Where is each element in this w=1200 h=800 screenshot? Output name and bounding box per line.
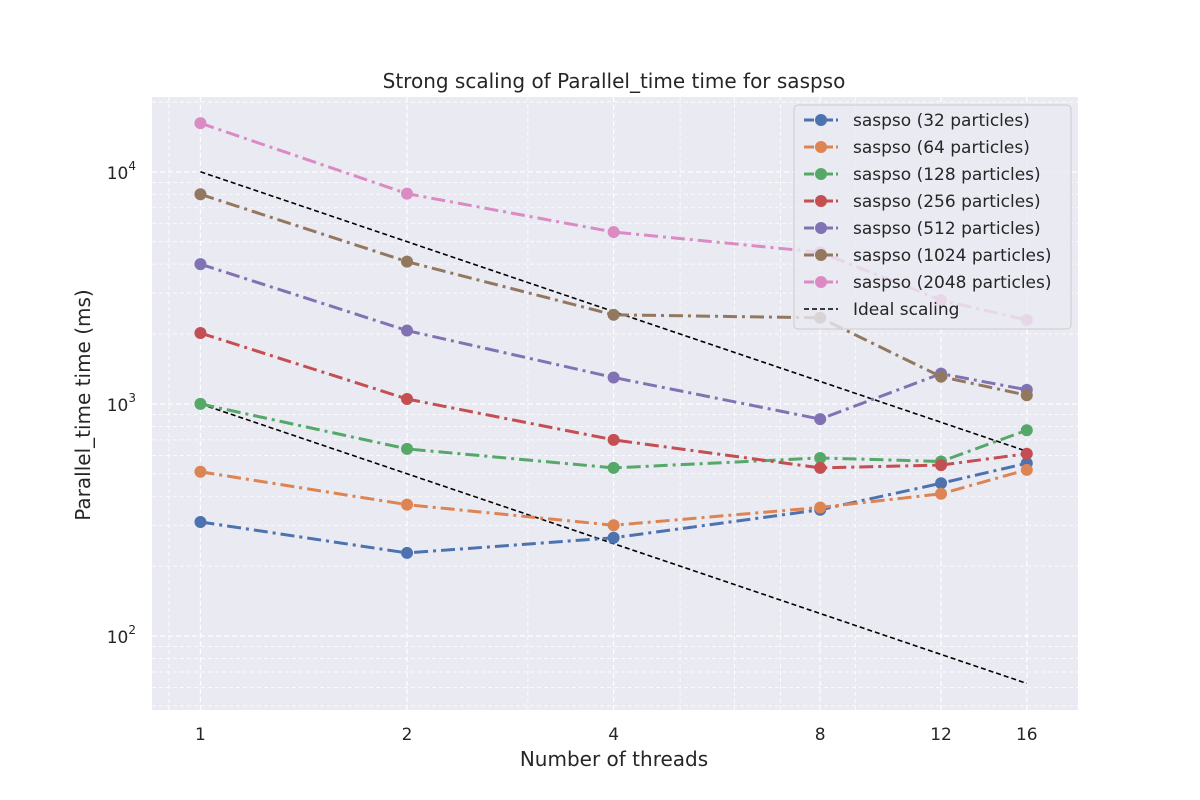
legend-label: saspso (1024 particles) (853, 246, 1052, 266)
legend-marker (815, 276, 827, 288)
ideal-scaling-line (200, 171, 1028, 453)
series-point (401, 498, 414, 511)
series-line (200, 461, 1028, 555)
series-line (200, 402, 1028, 470)
series-point (1020, 389, 1033, 402)
series-point (607, 308, 620, 321)
legend-label: saspso (2048 particles) (853, 273, 1052, 293)
series-point (607, 371, 620, 384)
legend-label: saspso (512 particles) (853, 219, 1041, 239)
series-point (194, 258, 207, 271)
legend-marker (815, 222, 827, 234)
series-point (194, 465, 207, 478)
chart-title: Strong scaling of Parallel_time time for… (383, 69, 846, 93)
series-point (935, 459, 948, 472)
series-line (200, 468, 1028, 527)
legend-marker (815, 141, 827, 153)
series-markers (194, 117, 1033, 559)
legend-label: saspso (64 particles) (853, 138, 1030, 158)
y-axis-label: Parallel_time time (ms) (71, 289, 95, 520)
series-point (401, 392, 414, 405)
legend-label: saspso (128 particles) (853, 165, 1041, 185)
x-tick-label: 16 (1016, 725, 1038, 745)
series-point (401, 546, 414, 559)
series-point (607, 433, 620, 446)
y-tick-label: 104 (107, 159, 136, 184)
y-tick-label: 103 (107, 391, 136, 416)
legend-label: Ideal scaling (853, 300, 959, 320)
series-point (814, 461, 827, 474)
series-line (199, 262, 1028, 421)
series-point (1020, 447, 1033, 460)
legend-marker (815, 114, 827, 126)
series-point (401, 255, 414, 268)
series-point (194, 327, 207, 340)
series-point (607, 531, 620, 544)
series-point (814, 413, 827, 426)
y-axis-ticks: 102 103 104 (107, 159, 136, 648)
series-point (814, 501, 827, 514)
grid (152, 97, 1078, 710)
series-point (1020, 424, 1033, 437)
series-point (935, 370, 948, 383)
x-tick-label: 4 (608, 725, 619, 745)
ideal-scaling-line (200, 403, 1028, 685)
series-point (1020, 463, 1033, 476)
series-line (199, 121, 1028, 322)
series-line (199, 192, 1028, 397)
legend-marker (815, 195, 827, 207)
series-point (935, 477, 948, 490)
series-point (401, 187, 414, 200)
series-point (935, 487, 948, 500)
series-point (194, 397, 207, 410)
x-axis-label: Number of threads (520, 747, 708, 771)
series-point (194, 117, 207, 130)
legend-marker (815, 249, 827, 261)
x-tick-label: 12 (930, 725, 952, 745)
series-point (194, 515, 207, 528)
legend-label: saspso (256 particles) (853, 192, 1041, 212)
x-tick-label: 2 (402, 725, 413, 745)
legend-marker (815, 168, 827, 180)
series-point (607, 519, 620, 532)
x-axis-ticks: 1 2 4 8 12 16 (195, 725, 1038, 745)
x-tick-label: 8 (815, 725, 826, 745)
series-lines (199, 121, 1028, 685)
x-tick-label: 1 (195, 725, 206, 745)
legend-label: saspso (32 particles) (853, 111, 1030, 131)
series-point (607, 461, 620, 474)
legend-box (793, 104, 1072, 330)
series-point (194, 188, 207, 201)
series-point (401, 442, 414, 455)
legend: saspso (32 particles) saspso (64 particle… (793, 104, 1072, 330)
y-tick-label: 102 (107, 623, 136, 648)
series-point (607, 226, 620, 239)
series-point (401, 324, 414, 337)
series-point (814, 451, 827, 464)
